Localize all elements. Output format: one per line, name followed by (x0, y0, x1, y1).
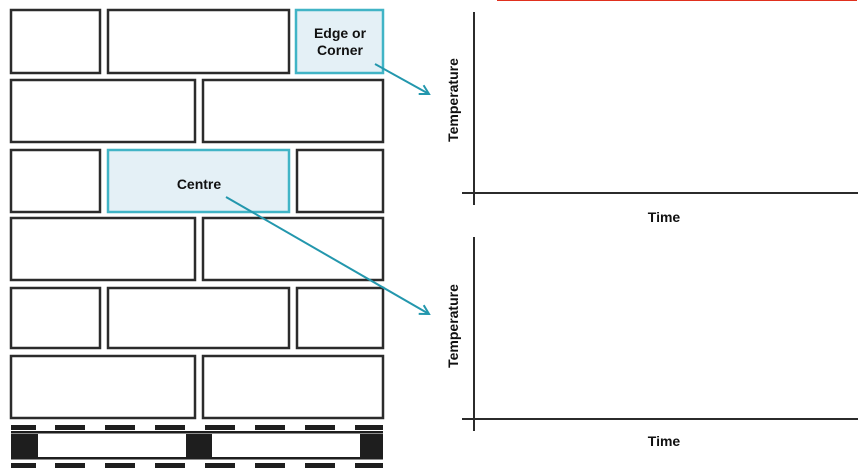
box (106, 8, 291, 75)
box (201, 78, 385, 144)
box (9, 216, 197, 282)
box (9, 78, 197, 144)
box (295, 286, 385, 350)
box (201, 216, 385, 282)
box (9, 354, 197, 420)
edge-corner-box (294, 8, 385, 75)
top-graph-xlabel: Time (648, 209, 681, 225)
pallet (11, 425, 383, 468)
bottom-graph: Temperature Time (445, 0, 858, 449)
top-graph-ylabel: Temperature (445, 58, 461, 142)
box (9, 148, 102, 214)
box (106, 286, 291, 350)
bottom-graph-xlabel: Time (648, 433, 681, 449)
box (9, 8, 102, 75)
bottom-graph-ylabel: Temperature (445, 284, 461, 368)
box (295, 148, 385, 214)
centre-box (106, 148, 291, 214)
box (201, 354, 385, 420)
centre-arrow (225, 196, 429, 314)
top-graph: Temperature Time (445, 0, 858, 225)
box-stack (9, 8, 385, 420)
edge-or-corner-label: Edge or (314, 25, 367, 41)
edge-or-corner-label-line2: Corner (317, 42, 363, 58)
box (9, 286, 102, 350)
centre-label: Centre (177, 176, 222, 192)
edge-arrow (374, 63, 429, 94)
